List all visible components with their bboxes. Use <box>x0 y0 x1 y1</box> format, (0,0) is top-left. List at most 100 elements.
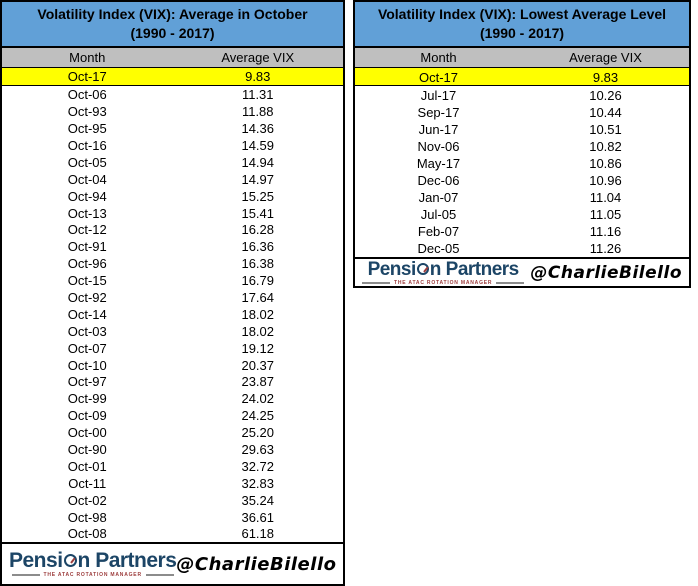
pension-partners-logo: Pensi n Partners THE ATAC ROTATION MANAGE… <box>362 258 525 286</box>
column-header-row: Month Average VIX <box>2 48 343 68</box>
month-cell: May-17 <box>416 156 461 172</box>
month-cell: Oct-95 <box>67 121 107 137</box>
logo-text-part2: n Partners <box>77 549 177 572</box>
average-vix-cell: 16.28 <box>241 222 275 238</box>
tagline-right-bar <box>496 281 525 284</box>
logo-tagline-row: THE ATAC ROTATION MANAGER <box>11 572 174 578</box>
table-row: Oct-05 14.94 <box>2 153 343 170</box>
average-vix-cell: 10.26 <box>589 87 622 103</box>
month-cell: Oct-97 <box>67 374 107 390</box>
average-vix-cell: 14.36 <box>241 121 275 137</box>
average-vix-cell: 16.36 <box>241 239 275 255</box>
table-title: Volatility Index (VIX): Lowest Average L… <box>355 2 689 48</box>
month-cell: Oct-02 <box>67 492 107 508</box>
month-cell: Jun-17 <box>418 121 459 137</box>
average-vix-cell: 14.97 <box>241 171 275 187</box>
table-row: Dec-06 10.96 <box>355 172 689 189</box>
logo-tagline: THE ATAC ROTATION MANAGER <box>43 572 142 578</box>
twitter-handle: @CharlieBilello <box>176 553 337 575</box>
logo-text-part2: n Partners <box>429 258 519 280</box>
compass-gauge-icon <box>63 554 77 567</box>
month-cell: Jul-17 <box>420 87 457 103</box>
pension-partners-logo-text: Pensi n Partners <box>9 549 177 572</box>
tagline-left-bar <box>362 281 390 284</box>
table-row: Oct-07 19.12 <box>2 339 343 356</box>
table-title-line2: (1990 - 2017) <box>130 25 215 41</box>
column-header-row: Month Average VIX <box>355 48 689 68</box>
month-cell: Oct-17 <box>67 69 107 85</box>
table-row: Jul-05 11.05 <box>355 206 689 223</box>
logo-text-part1: Pensi <box>367 258 417 280</box>
average-vix-cell: 11.04 <box>589 190 622 206</box>
table-row: Jan-07 11.04 <box>355 189 689 206</box>
average-vix-cell: 36.61 <box>241 509 275 525</box>
table-row: Oct-14 18.02 <box>2 305 343 322</box>
vix-october-average-table: Volatility Index (VIX): Average in Octob… <box>0 0 345 586</box>
logo-tagline: THE ATAC ROTATION MANAGER <box>394 279 493 286</box>
month-cell: Oct-05 <box>67 154 107 170</box>
month-cell: Oct-12 <box>67 222 107 238</box>
table-row: Oct-95 14.36 <box>2 120 343 137</box>
table-title-line2: (1990 - 2017) <box>479 25 565 41</box>
table-row: Oct-02 35.24 <box>2 491 343 508</box>
month-cell: Sep-17 <box>417 104 460 120</box>
average-vix-cell: 29.63 <box>241 442 275 458</box>
table-row: Oct-99 24.02 <box>2 390 343 407</box>
average-vix-cell: 25.20 <box>241 425 275 441</box>
table-row: Jul-17 10.26 <box>355 86 689 103</box>
table-row: Oct-91 16.36 <box>2 238 343 255</box>
average-vix-cell: 9.83 <box>592 69 619 85</box>
month-cell: Oct-00 <box>67 425 107 441</box>
month-cell: Dec-06 <box>417 173 460 189</box>
average-vix-cell: 32.83 <box>241 475 275 491</box>
average-vix-cell: 10.96 <box>589 173 622 189</box>
average-vix-cell: 10.86 <box>589 156 622 172</box>
table-row: Oct-17 9.83 <box>355 68 689 87</box>
month-cell: Oct-90 <box>67 442 107 458</box>
month-cell: Oct-92 <box>67 290 107 306</box>
table-row: Feb-07 11.16 <box>355 223 689 240</box>
month-cell: Oct-99 <box>67 391 107 407</box>
table-row: Oct-11 32.83 <box>2 474 343 491</box>
table-title-line1: Volatility Index (VIX): Average in Octob… <box>37 6 308 22</box>
month-cell: Jan-07 <box>418 190 459 206</box>
compass-gauge-icon <box>416 263 429 275</box>
month-cell: Oct-06 <box>67 87 107 103</box>
table-row: Oct-06 11.31 <box>2 86 343 103</box>
table-row: Jun-17 10.51 <box>355 120 689 137</box>
average-vix-cell: 11.31 <box>241 87 274 103</box>
month-cell: Oct-08 <box>67 526 107 542</box>
table-row: Oct-93 11.88 <box>2 103 343 120</box>
average-vix-cell: 20.37 <box>241 357 275 373</box>
table-title-line1: Volatility Index (VIX): Lowest Average L… <box>377 6 667 22</box>
month-cell: Oct-10 <box>67 357 107 373</box>
average-vix-cell: 11.88 <box>241 104 274 120</box>
table-row: Oct-04 14.97 <box>2 170 343 187</box>
average-vix-cell: 14.94 <box>241 154 275 170</box>
month-cell: Oct-14 <box>67 306 107 322</box>
table-row: Oct-16 14.59 <box>2 137 343 154</box>
column-header-month: Month <box>69 50 106 65</box>
average-vix-cell: 61.18 <box>241 526 275 542</box>
average-vix-cell: 17.64 <box>241 290 275 306</box>
column-header-average-vix: Average VIX <box>221 50 295 65</box>
month-cell: Oct-01 <box>67 458 107 474</box>
average-vix-cell: 19.12 <box>241 340 275 356</box>
month-cell: Oct-96 <box>67 256 107 272</box>
average-vix-cell: 10.44 <box>589 104 622 120</box>
table-row: Oct-09 24.25 <box>2 407 343 424</box>
vix-lowest-average-table: Volatility Index (VIX): Lowest Average L… <box>353 0 691 288</box>
table-row: Oct-12 16.28 <box>2 221 343 238</box>
average-vix-cell: 10.51 <box>589 121 622 137</box>
logo-tagline-row: THE ATAC ROTATION MANAGER <box>362 279 525 286</box>
table-row: Oct-08 61.18 <box>2 525 343 542</box>
average-vix-cell: 16.79 <box>241 273 275 289</box>
average-vix-cell: 15.25 <box>241 188 275 204</box>
table-body: Oct-17 9.83 Oct-06 11.31 Oct-93 11.88 Oc… <box>2 68 343 542</box>
table-row: Oct-94 15.25 <box>2 187 343 204</box>
average-vix-cell: 11.16 <box>589 224 622 240</box>
table-row: Sep-17 10.44 <box>355 103 689 120</box>
month-cell: Oct-93 <box>67 104 107 120</box>
twitter-handle: @CharlieBilello <box>530 262 682 283</box>
month-cell: Oct-16 <box>67 138 107 153</box>
